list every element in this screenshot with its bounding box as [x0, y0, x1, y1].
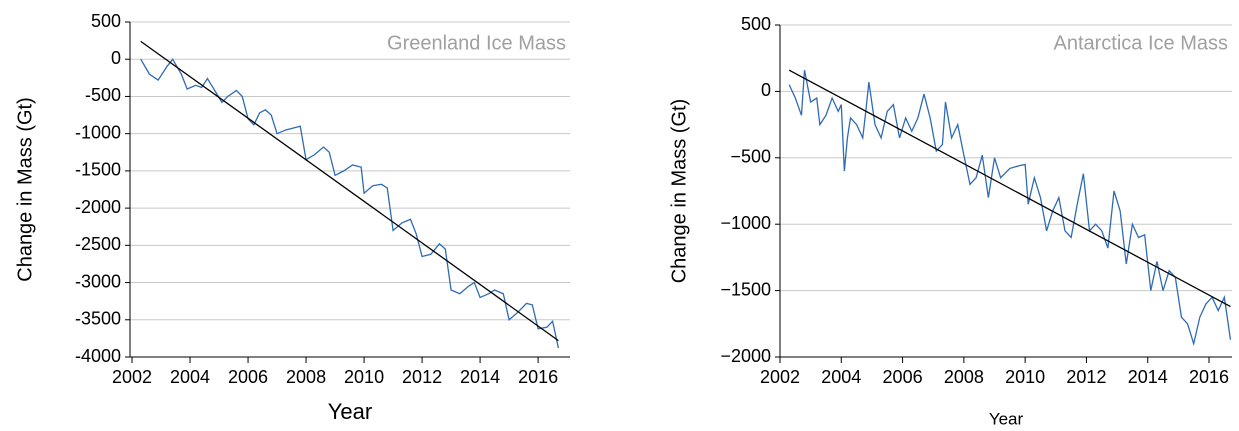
x-tick-label: 2008	[286, 367, 326, 387]
y-tick-label: −1000	[720, 213, 771, 233]
y-tick-label: -3500	[75, 309, 121, 329]
data-line	[788, 70, 1232, 347]
trend-line	[140, 40, 559, 342]
y-axis-label: Change in Mass (Gt)	[668, 99, 690, 284]
chart-title: Antarctica Ice Mass	[1053, 32, 1228, 54]
y-tick-label: -2000	[75, 197, 121, 217]
y-tick-label: -500	[85, 85, 121, 105]
y-tick-label: 500	[741, 14, 771, 34]
y-tick-label: -3000	[75, 271, 121, 291]
y-tick-label: -1500	[75, 160, 121, 180]
x-tick-label: 2010	[1005, 367, 1045, 387]
x-tick-label: 2008	[944, 367, 984, 387]
x-axis-label: Year	[989, 409, 1024, 428]
y-tick-label: −500	[730, 147, 771, 167]
x-tick-label: 2014	[1128, 367, 1168, 387]
x-tick-label: 2012	[1066, 367, 1106, 387]
y-tick-label: −2000	[720, 346, 771, 366]
x-tick-label: 2016	[1189, 367, 1229, 387]
x-tick-label: 2002	[112, 367, 152, 387]
x-tick-label: 2006	[228, 367, 268, 387]
trend-line	[788, 69, 1231, 308]
y-tick-label: 0	[111, 48, 121, 68]
y-tick-label: -1000	[75, 122, 121, 142]
y-tick-label: 500	[91, 11, 121, 31]
x-axis-label: Year	[328, 399, 372, 424]
x-tick-label: 2004	[821, 367, 861, 387]
x-tick-label: 2014	[460, 367, 500, 387]
x-tick-label: 2010	[344, 367, 384, 387]
x-tick-label: 2002	[760, 367, 800, 387]
y-tick-label: 0	[761, 80, 771, 100]
y-tick-label: -2500	[75, 234, 121, 254]
x-tick-label: 2016	[518, 367, 558, 387]
y-tick-label: -4000	[75, 346, 121, 366]
y-axis-label: Change in Mass (Gt)	[14, 97, 36, 282]
x-tick-label: 2006	[883, 367, 923, 387]
chart-title: Greenland Ice Mass	[387, 32, 566, 54]
y-tick-label: −1500	[720, 279, 771, 299]
x-tick-label: 2012	[402, 367, 442, 387]
x-tick-label: 2004	[170, 367, 210, 387]
data-line	[140, 58, 560, 349]
